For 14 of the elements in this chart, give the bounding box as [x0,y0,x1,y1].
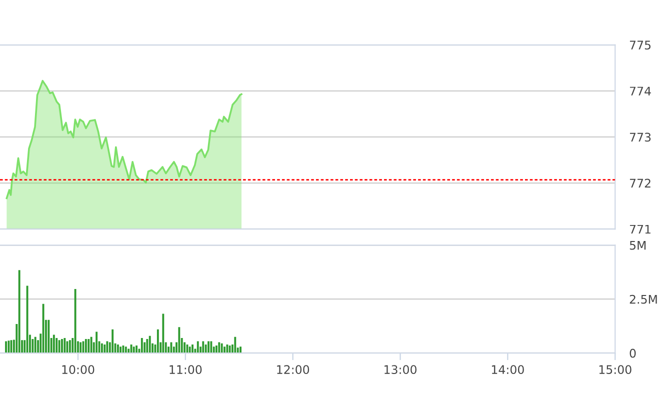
y-tick-label: 2.5M [630,294,657,304]
x-tick-label: 12:00 [277,365,310,374]
y-tick-label: 5M [630,241,646,250]
x-tick-label: 13:00 [384,365,416,374]
x-tick-label: 11:00 [170,365,202,374]
x-tick-label: 14:00 [492,365,524,374]
x-tick-label: 10:00 [62,365,94,374]
y-tick-label: 0 [630,348,636,358]
y-tick-label: 773 [630,132,651,142]
y-tick-label: 771 [630,224,650,234]
y-tick-label: 775 [630,40,651,50]
y-tick-label: 772 [630,178,650,188]
x-tick-label: 15:00 [599,365,632,374]
y-tick-label: 774 [630,86,651,96]
